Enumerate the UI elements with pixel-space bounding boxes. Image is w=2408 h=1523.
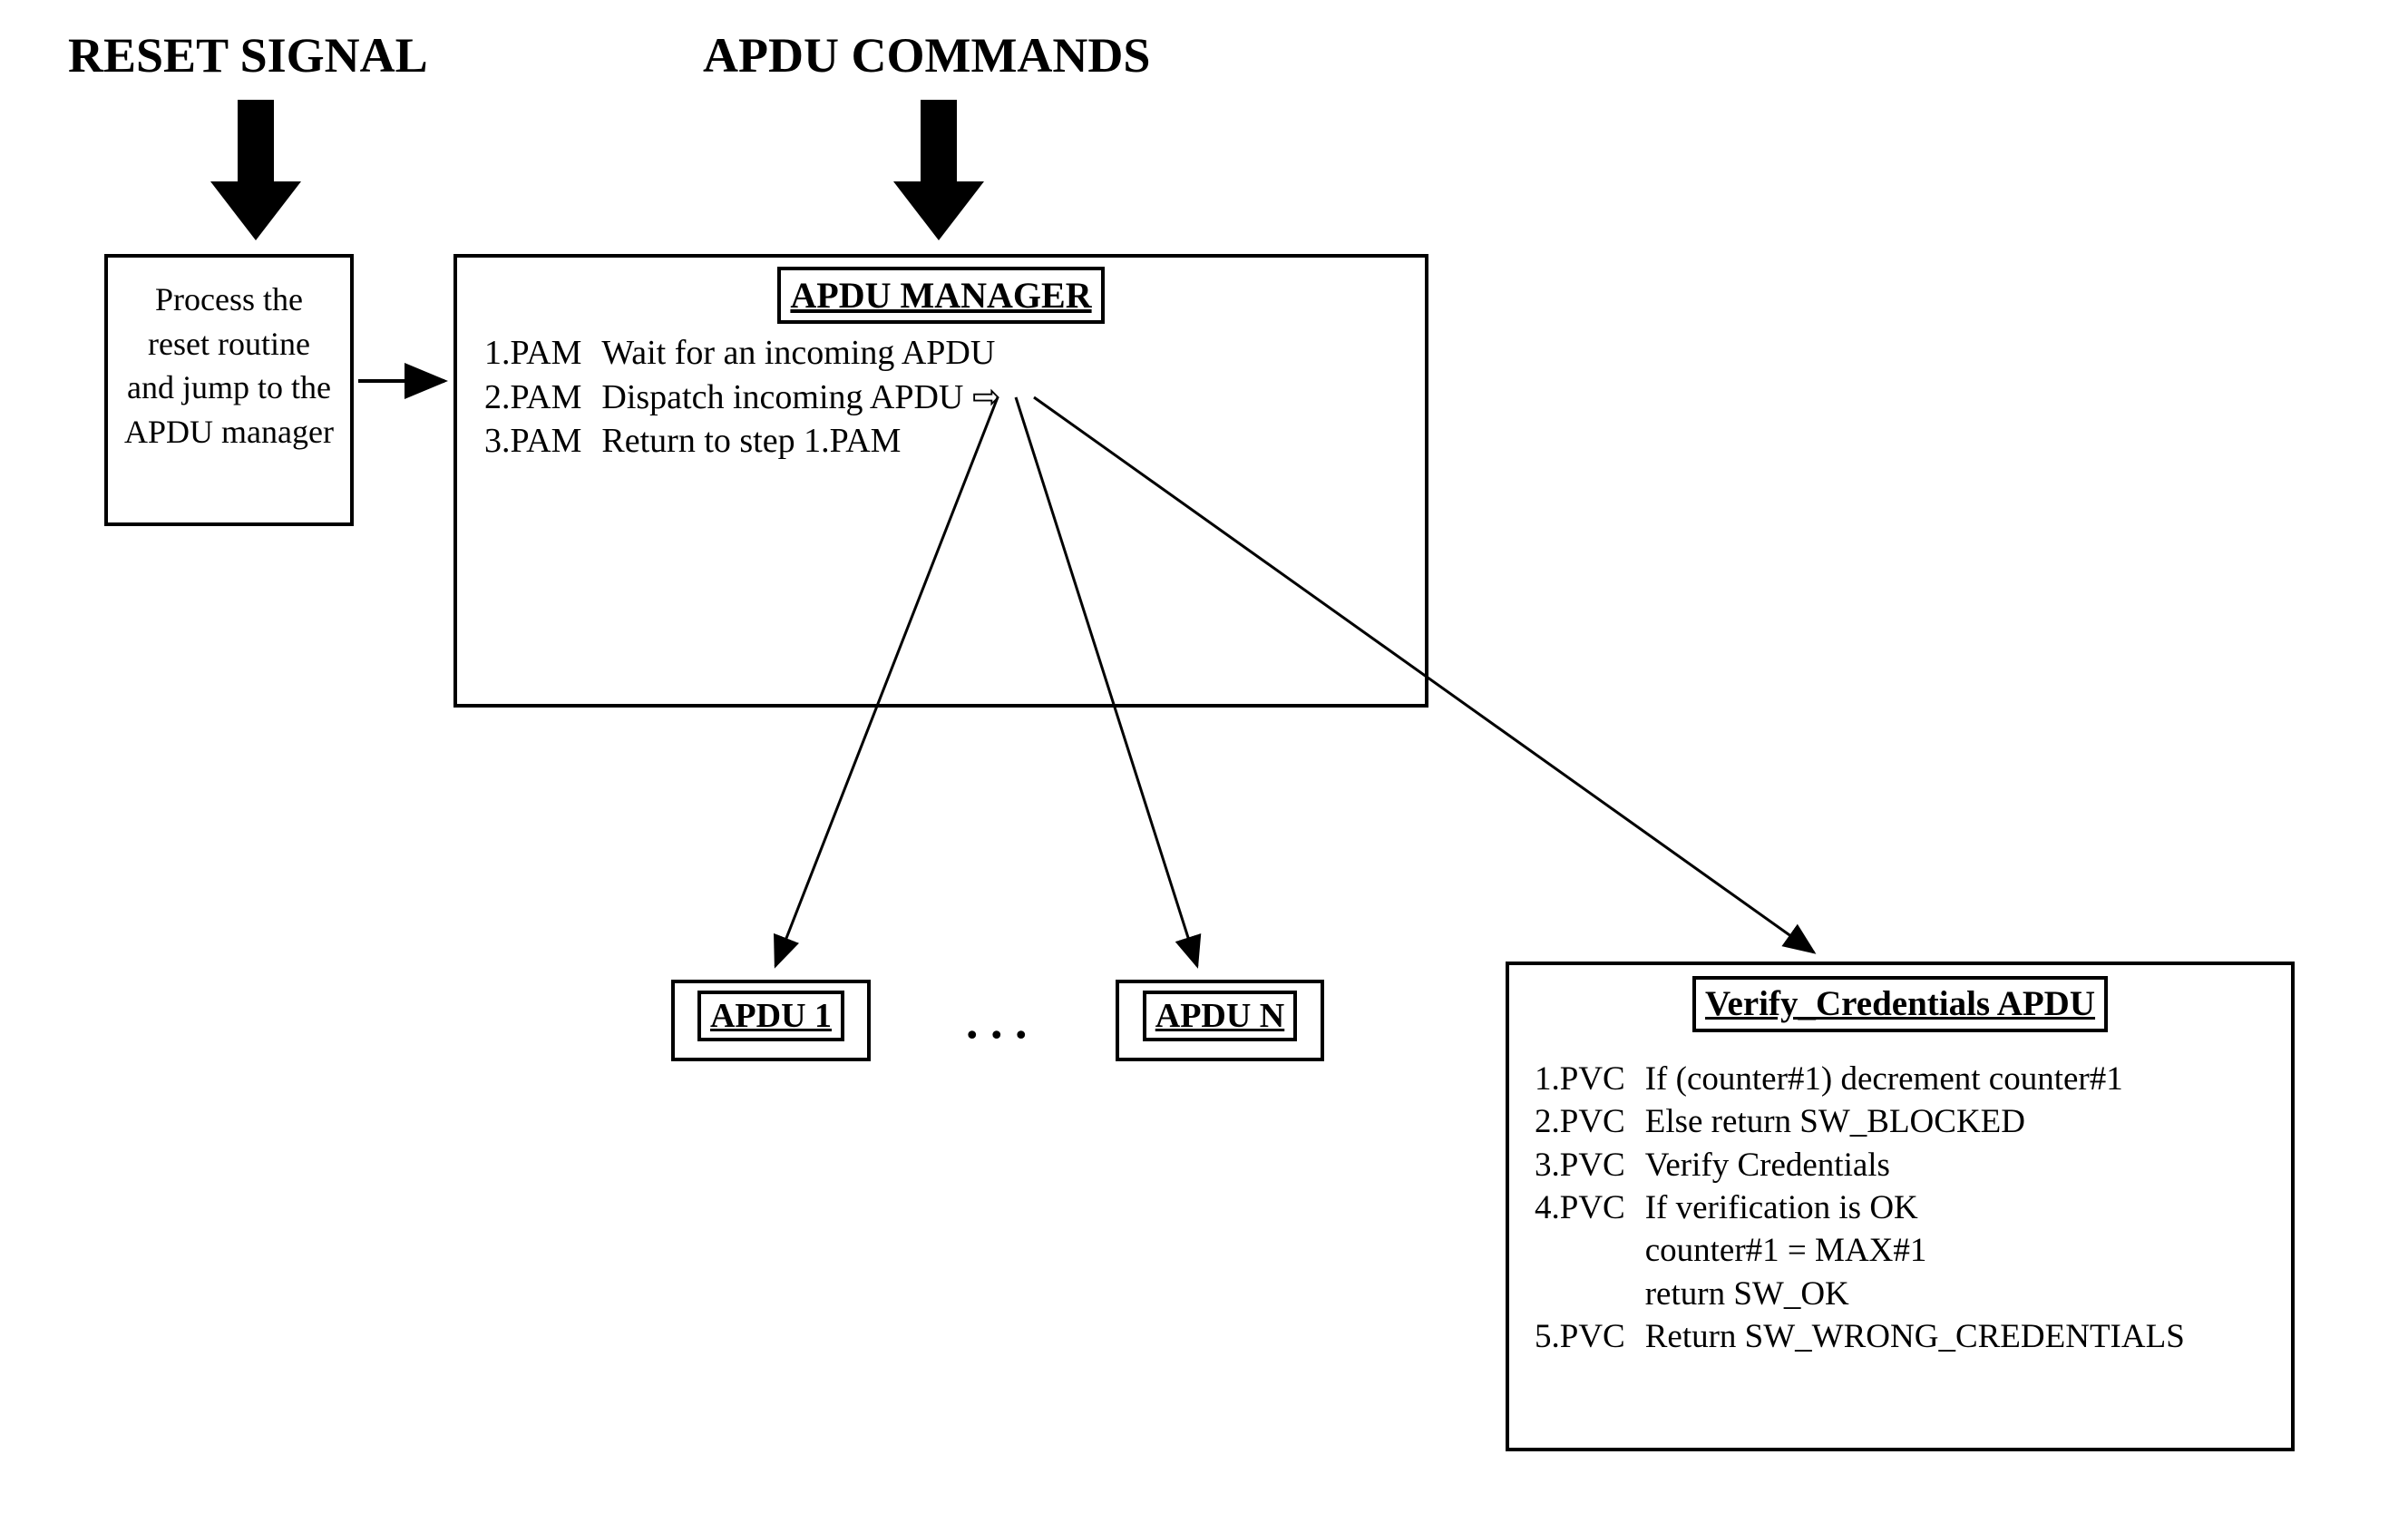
step-tag: 2.PAM <box>484 376 601 420</box>
step-tag: 1.PAM <box>484 331 601 376</box>
reset-routine-text: Process the reset routine and jump to th… <box>124 281 334 450</box>
step-tag: 2.PVC <box>1535 1100 1645 1143</box>
step-text: If verification is OK counter#1 = MAX#1 … <box>1645 1186 2266 1315</box>
verify-step: 5.PVC Return SW_WRONG_CREDENTIALS <box>1535 1315 2266 1358</box>
verify-step: 4.PVC If verification is OK counter#1 = … <box>1535 1186 2266 1315</box>
step-tag: 1.PVC <box>1535 1058 1645 1100</box>
apdu-manager-box: APDU MANAGER 1.PAM Wait for an incoming … <box>453 254 1428 708</box>
apdu-manager-steps: 1.PAM Wait for an incoming APDU 2.PAM Di… <box>484 331 1398 464</box>
apdu-manager-title-wrap: APDU MANAGER <box>484 267 1398 324</box>
step-text: Return to step 1.PAM <box>601 419 1398 464</box>
step-text: Wait for an incoming APDU <box>601 331 1398 376</box>
step-tag: 3.PAM <box>484 419 601 464</box>
verify-credentials-box: Verify_Credentials APDU 1.PVC If (counte… <box>1506 962 2295 1451</box>
verify-steps: 1.PVC If (counter#1) decrement counter#1… <box>1535 1058 2266 1359</box>
reset-signal-heading: RESET SIGNAL <box>68 27 428 83</box>
apdu-manager-title: APDU MANAGER <box>777 267 1104 324</box>
thick-arrow-apdu-icon <box>893 100 984 240</box>
verify-step: 2.PVC Else return SW_BLOCKED <box>1535 1100 2266 1143</box>
verify-step: 3.PVC Verify Credentials <box>1535 1144 2266 1186</box>
step-text: Verify Credentials <box>1645 1144 2266 1186</box>
step-tag: 3.PVC <box>1535 1144 1645 1186</box>
ellipsis: . . . <box>966 993 1028 1050</box>
verify-title: Verify_Credentials APDU <box>1692 976 2108 1032</box>
apdu-n-box: APDU N <box>1116 980 1324 1061</box>
reset-routine-box: Process the reset routine and jump to th… <box>104 254 354 526</box>
step-tag: 5.PVC <box>1535 1315 1645 1358</box>
step-text: Dispatch incoming APDU ⇨ <box>601 376 1398 420</box>
verify-step: 1.PVC If (counter#1) decrement counter#1 <box>1535 1058 2266 1100</box>
apdu-1-title: APDU 1 <box>697 991 844 1041</box>
step-text: If (counter#1) decrement counter#1 <box>1645 1058 2266 1100</box>
apdu-commands-heading: APDU COMMANDS <box>703 27 1150 83</box>
thick-arrow-reset-icon <box>210 100 301 240</box>
manager-step: 2.PAM Dispatch incoming APDU ⇨ <box>484 376 1398 420</box>
verify-title-wrap: Verify_Credentials APDU <box>1535 976 2266 1032</box>
step-text: Return SW_WRONG_CREDENTIALS <box>1645 1315 2266 1358</box>
step-text: Else return SW_BLOCKED <box>1645 1100 2266 1143</box>
apdu-n-title: APDU N <box>1143 991 1297 1041</box>
manager-step: 1.PAM Wait for an incoming APDU <box>484 331 1398 376</box>
manager-step: 3.PAM Return to step 1.PAM <box>484 419 1398 464</box>
step-tag: 4.PVC <box>1535 1186 1645 1229</box>
apdu-1-box: APDU 1 <box>671 980 871 1061</box>
